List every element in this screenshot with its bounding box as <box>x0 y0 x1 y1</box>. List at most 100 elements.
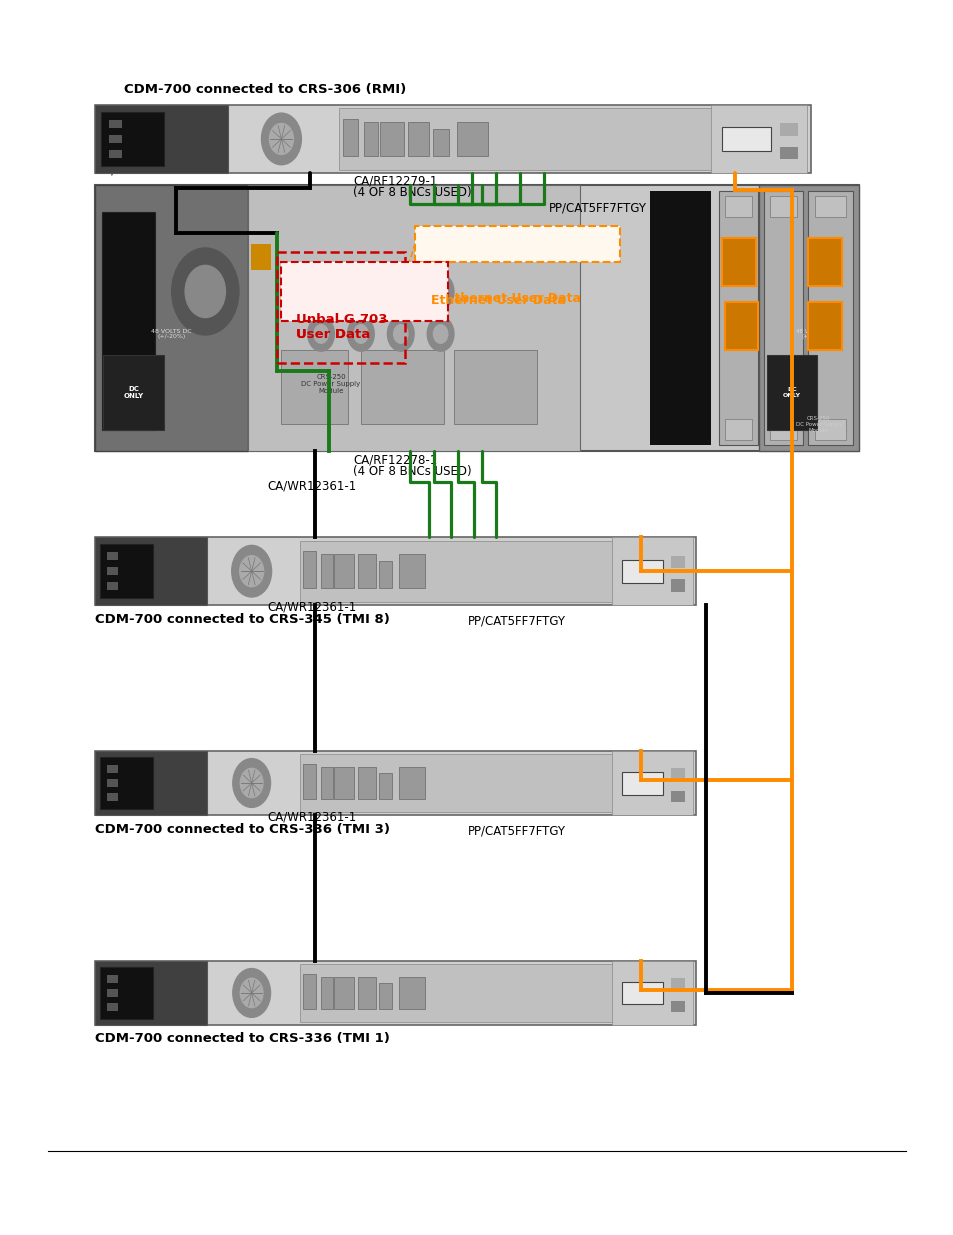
Bar <box>814 196 845 217</box>
Circle shape <box>387 274 414 309</box>
Bar <box>251 243 271 270</box>
Bar <box>95 105 228 173</box>
Bar <box>107 1003 117 1011</box>
Text: CA/WR12361-1: CA/WR12361-1 <box>267 600 356 614</box>
Bar <box>766 356 816 430</box>
Bar <box>407 122 429 156</box>
Bar <box>335 555 354 588</box>
Text: CDM-700 connected to CRS-336 (TMI 3): CDM-700 connected to CRS-336 (TMI 3) <box>95 823 390 836</box>
Bar <box>321 767 333 799</box>
Bar <box>357 555 375 588</box>
Bar <box>612 751 693 815</box>
Bar <box>109 120 122 128</box>
Bar <box>649 190 710 446</box>
Bar <box>299 541 630 601</box>
Bar <box>100 757 153 809</box>
Text: Unbal G.703: Unbal G.703 <box>295 311 387 325</box>
Bar <box>357 977 375 1009</box>
Bar <box>109 135 122 143</box>
Bar <box>95 751 207 815</box>
Circle shape <box>394 282 408 301</box>
Bar <box>670 1000 684 1013</box>
Bar <box>763 190 802 446</box>
Bar <box>670 556 684 568</box>
Text: PP/CAT5FF7FTGY: PP/CAT5FF7FTGY <box>467 824 565 837</box>
Circle shape <box>308 316 335 351</box>
Circle shape <box>314 325 328 343</box>
Circle shape <box>261 114 301 164</box>
Bar <box>710 105 806 173</box>
Bar <box>807 238 841 287</box>
Bar <box>780 124 797 136</box>
Bar <box>299 965 630 1021</box>
Text: Ethernet User Data: Ethernet User Data <box>431 294 566 306</box>
Bar <box>321 555 333 588</box>
Circle shape <box>433 325 447 343</box>
Circle shape <box>433 282 447 301</box>
Bar <box>357 767 375 799</box>
Bar <box>107 793 117 802</box>
Bar <box>107 567 117 576</box>
Bar <box>101 212 154 430</box>
Bar <box>398 555 425 588</box>
Bar <box>95 185 858 451</box>
Bar <box>303 551 316 588</box>
Bar <box>100 967 153 1019</box>
Bar <box>456 122 488 156</box>
Text: User Data: User Data <box>295 329 370 341</box>
Bar <box>100 543 153 599</box>
Bar <box>398 767 425 799</box>
Bar <box>769 419 796 440</box>
Text: CA/RF12279-1: CA/RF12279-1 <box>353 174 436 188</box>
Circle shape <box>354 325 368 343</box>
Bar <box>807 190 852 446</box>
Bar <box>95 751 696 815</box>
Text: CDM-700 connected to CRS-336 (TMI 1): CDM-700 connected to CRS-336 (TMI 1) <box>95 1032 390 1046</box>
Circle shape <box>239 556 263 587</box>
Bar <box>299 755 630 811</box>
Circle shape <box>240 768 263 798</box>
Bar <box>759 185 858 451</box>
Bar <box>721 238 755 287</box>
Bar <box>107 764 117 773</box>
Bar <box>248 185 579 451</box>
Circle shape <box>427 316 454 351</box>
Text: CA/WR12361-1: CA/WR12361-1 <box>95 163 185 177</box>
Circle shape <box>394 325 408 343</box>
Bar <box>814 419 845 440</box>
Circle shape <box>240 978 263 1008</box>
Bar <box>335 977 354 1009</box>
Bar <box>670 978 684 989</box>
Circle shape <box>427 274 454 309</box>
Bar <box>612 961 693 1025</box>
Bar <box>621 772 662 794</box>
Bar <box>454 350 537 425</box>
Text: Ethernet User Data: Ethernet User Data <box>445 291 580 305</box>
Bar <box>103 356 164 430</box>
Text: CDM-700 connected to CRS-345 (TMI 8): CDM-700 connected to CRS-345 (TMI 8) <box>95 613 390 626</box>
Text: CA/WR12361-1: CA/WR12361-1 <box>267 479 356 493</box>
Circle shape <box>269 124 294 154</box>
Text: (4 OF 8 BNCs USED): (4 OF 8 BNCs USED) <box>353 464 471 478</box>
Bar <box>107 974 117 983</box>
Bar <box>398 977 425 1009</box>
Bar <box>379 122 403 156</box>
Bar <box>621 982 662 1004</box>
Bar <box>621 559 662 583</box>
Bar <box>721 127 770 151</box>
Bar <box>95 185 248 451</box>
Circle shape <box>387 316 414 351</box>
Bar <box>107 779 117 787</box>
Text: Unbal G.703: Unbal G.703 <box>295 314 387 326</box>
Text: 48 VOLTS DC
(+/-20%): 48 VOLTS DC (+/-20%) <box>152 329 192 340</box>
Text: User Data: User Data <box>295 327 370 341</box>
Bar <box>670 768 684 779</box>
Bar <box>281 262 448 321</box>
Text: PP/CAT5FF7FTGY: PP/CAT5FF7FTGY <box>467 614 565 627</box>
Bar <box>303 973 316 1009</box>
Circle shape <box>233 968 271 1018</box>
Text: CA/RF12278-1: CA/RF12278-1 <box>353 453 436 467</box>
Bar <box>670 790 684 803</box>
Bar <box>780 147 797 159</box>
Bar <box>378 983 392 1009</box>
